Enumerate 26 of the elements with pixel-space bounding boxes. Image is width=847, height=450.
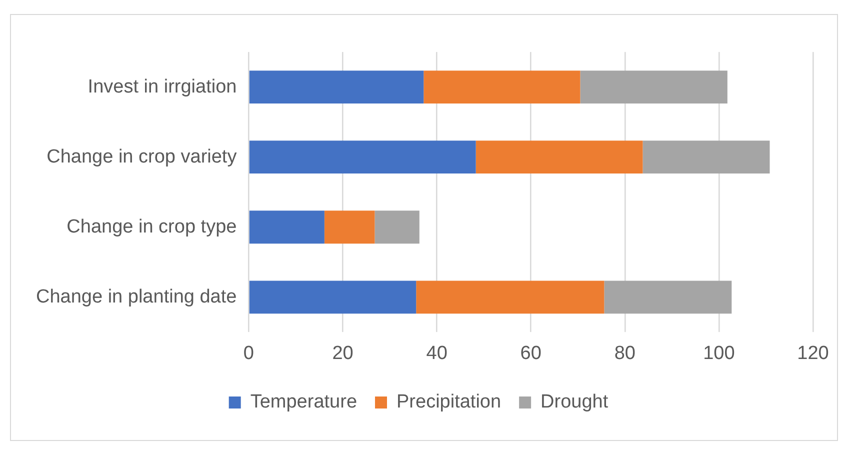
x-tick-label: 20 — [332, 342, 354, 364]
y-tick-label: Change in planting date — [36, 286, 237, 308]
bar — [249, 210, 324, 244]
y-tick-label: Change in crop variety — [46, 146, 238, 168]
bar — [476, 140, 643, 174]
bar — [249, 70, 424, 104]
y-tick-label: Change in crop type — [66, 216, 237, 238]
bar — [604, 280, 732, 314]
x-tick-label: 80 — [614, 342, 636, 364]
bar — [416, 280, 604, 314]
bar — [424, 70, 580, 104]
bar — [580, 70, 728, 104]
x-tick-label: 0 — [243, 342, 254, 364]
x-tick-label: 100 — [703, 342, 735, 364]
legend-label: Drought — [540, 392, 609, 413]
x-tick-label: 60 — [520, 342, 542, 364]
bar — [249, 140, 476, 174]
x-tick-label: 40 — [426, 342, 448, 364]
bar — [642, 140, 770, 174]
bar — [324, 210, 375, 244]
legend-label: Temperature — [250, 392, 358, 413]
y-tick-label: Invest in irrgiation — [88, 76, 237, 98]
bar — [374, 210, 420, 244]
x-tick-label: 120 — [797, 342, 829, 364]
legend-label: Precipitation — [396, 392, 502, 413]
bar — [249, 280, 416, 314]
